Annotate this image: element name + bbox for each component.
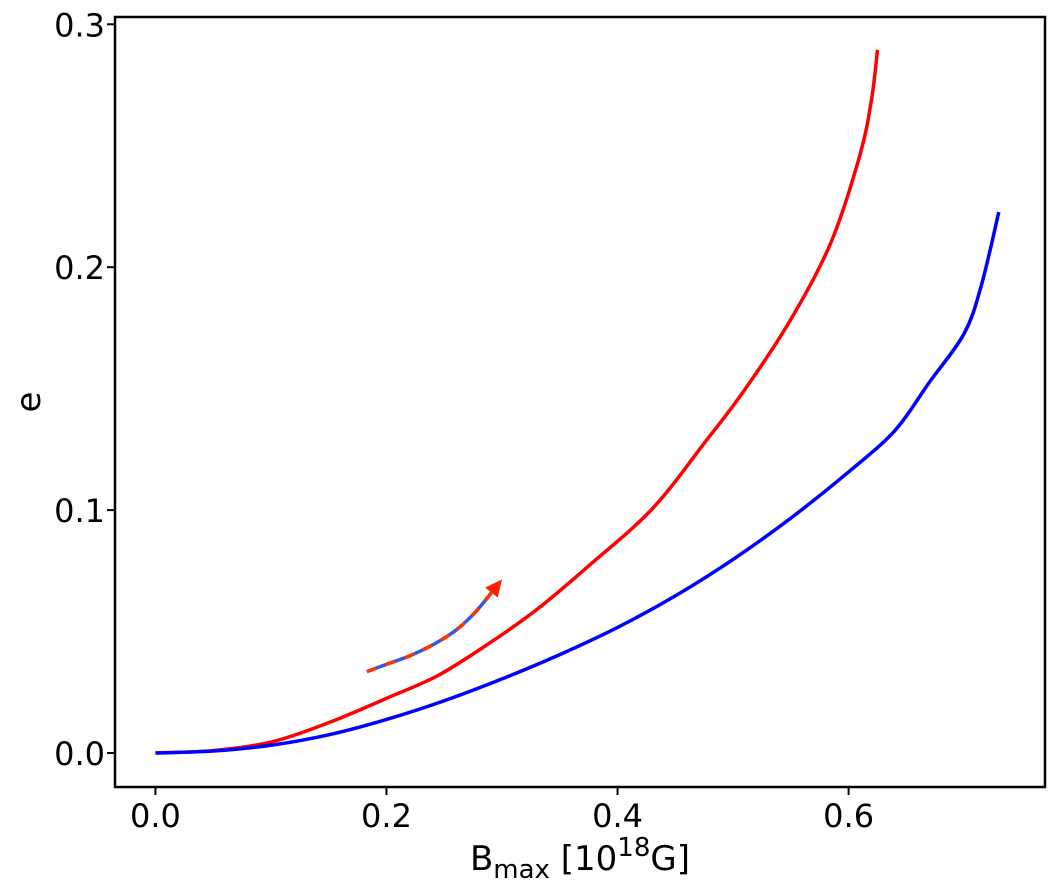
x-axis-label-subscript: max [493,855,550,885]
x-axis-label-unit-exponent: 18 [617,833,650,863]
plot-frame [113,15,1047,789]
annotation-arrow-head [485,579,503,598]
annotation-arrow-shaft-red [366,591,493,674]
y-tick-label: 0.0 [54,735,105,773]
y-tick-label: 0.2 [54,249,105,287]
x-axis-label: Bmax [1018G] [470,833,690,885]
annotation-layer [366,579,503,674]
x-tick-label: 0.4 [592,797,643,835]
x-tick-label: 0.6 [823,797,874,835]
series-line-0 [155,49,880,755]
y-axis-label: e [9,392,49,413]
y-axis-ticks: 0.0 0.1 0.2 0.3 [54,6,115,773]
x-axis-label-unit-suffix: G] [650,839,690,879]
series-line-1 [155,211,1001,755]
x-axis-ticks: 0.0 0.2 0.4 0.6 [130,787,874,835]
y-tick-label: 0.3 [54,6,105,44]
x-axis-label-unit-prefix: [10 [550,839,617,879]
x-tick-label: 0.2 [361,797,412,835]
x-axis-label-base: B [470,839,493,879]
y-tick-label: 0.1 [54,492,105,530]
x-tick-label: 0.0 [130,797,181,835]
series-layer [155,49,1001,755]
